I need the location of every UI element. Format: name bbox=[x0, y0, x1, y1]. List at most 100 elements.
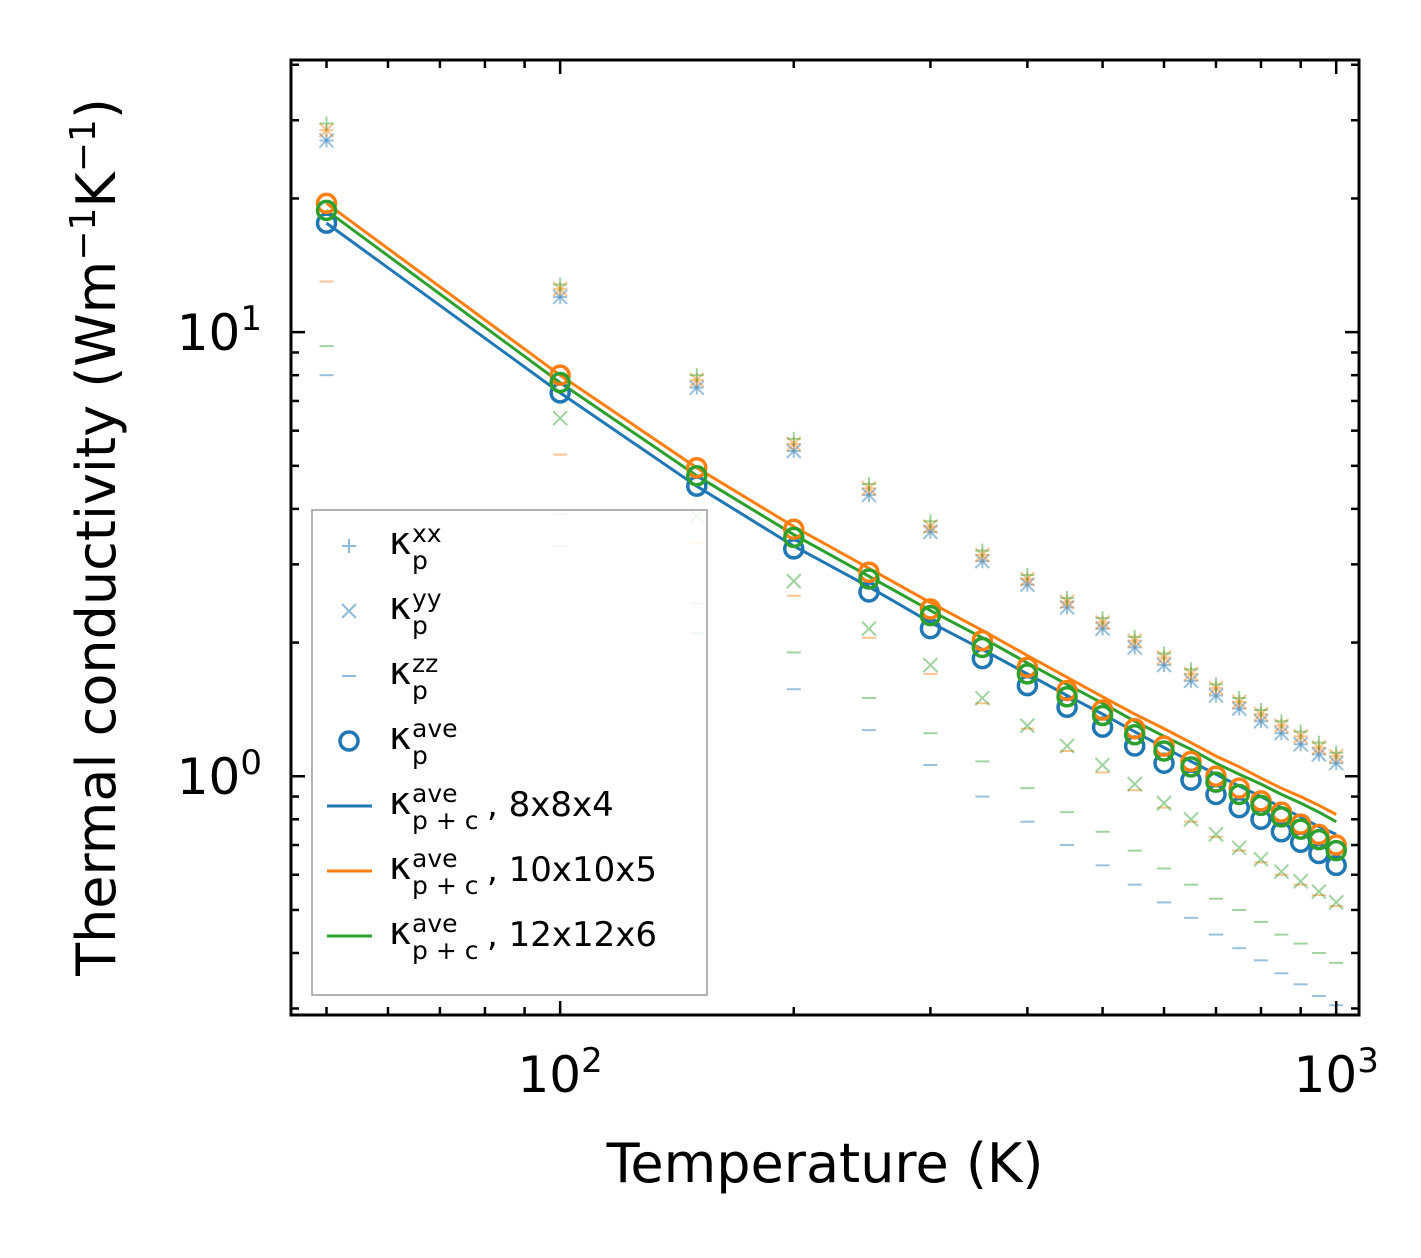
legend-cross-b bbox=[341, 603, 357, 619]
kappa-yy-marker bbox=[1273, 725, 1290, 741]
kappa-yy-marker-b bbox=[1208, 680, 1224, 696]
kappa-xx-marker bbox=[1095, 611, 1110, 626]
kappa-yy-marker-b bbox=[922, 657, 939, 673]
kappa-yy-marker bbox=[1126, 639, 1143, 656]
kappa-yy-marker-a bbox=[1059, 599, 1075, 616]
kappa-yy-marker bbox=[1311, 739, 1327, 756]
kappa-yy-marker bbox=[1019, 717, 1036, 734]
kappa-yy-marker bbox=[861, 480, 877, 497]
legend-superscript: zz bbox=[412, 649, 438, 678]
kappa-ave-marker-12x12x6 bbox=[1228, 783, 1250, 806]
kappa-xx-marker bbox=[1157, 650, 1172, 665]
kappa-yy-marker bbox=[1328, 894, 1344, 911]
legend-kappa-symbol: κ bbox=[389, 909, 411, 953]
kappa-yy-marker-b bbox=[1019, 717, 1036, 734]
kappa-ave-marker-8x8x4 bbox=[1325, 854, 1347, 877]
kappa-xx-marker bbox=[975, 547, 990, 562]
kappa-yy-marker-b bbox=[1273, 725, 1290, 741]
kappa-yy-marker-b bbox=[786, 573, 802, 589]
kappa-yy-marker-a bbox=[1126, 632, 1143, 649]
kappa-yy-marker bbox=[1311, 746, 1327, 763]
legend-kappa-symbol: κ bbox=[389, 649, 411, 693]
kappa-yy-marker bbox=[1231, 840, 1247, 856]
legend-subscript: p bbox=[412, 611, 428, 640]
kappa-yy-marker-b bbox=[1311, 739, 1327, 756]
kappa-xx-marker bbox=[1293, 729, 1308, 744]
kappa-ave-marker-12x12x6 bbox=[1056, 686, 1078, 708]
kappa-yy-marker bbox=[1292, 873, 1309, 890]
kappa-yy-marker bbox=[1208, 680, 1224, 696]
kappa-yy-marker-a bbox=[1183, 666, 1199, 682]
kappa-yy-marker bbox=[1126, 776, 1143, 792]
kappa-xx-marker bbox=[1127, 633, 1142, 648]
kappa-yy-marker bbox=[786, 443, 802, 459]
kappa-yy-marker-a bbox=[1019, 571, 1036, 587]
kappa-yy-marker bbox=[1059, 594, 1075, 610]
kappa-yy-marker bbox=[1253, 706, 1269, 722]
kappa-ave-marker-12x12x6 bbox=[1308, 828, 1330, 851]
kappa-xx-marker bbox=[1127, 629, 1142, 644]
kappa-yy-marker-a bbox=[922, 524, 939, 540]
kappa-ave-marker-10x10x5 bbox=[971, 629, 994, 652]
kappa-ave-marker-12x12x6 bbox=[1091, 704, 1114, 727]
kappa-yy-marker bbox=[552, 410, 568, 426]
kappa-ave-marker-12x12x6 bbox=[1250, 794, 1272, 817]
kappa-yy-marker-a bbox=[1328, 748, 1344, 764]
kappa-ave-marker-12x12x6 bbox=[1153, 740, 1175, 762]
kappa-yy-marker-a bbox=[1208, 680, 1224, 696]
kappa-yy-marker-b bbox=[1311, 746, 1327, 763]
kappa-yy-marker bbox=[1094, 620, 1111, 637]
kappa-yy-marker-a bbox=[1292, 873, 1309, 890]
kappa-xx-marker bbox=[1311, 747, 1326, 762]
kappa-xx-marker bbox=[1208, 688, 1223, 703]
kappa-yy-marker-b bbox=[861, 620, 877, 637]
kappa-yy-marker bbox=[1019, 571, 1036, 587]
kappa-xx-marker bbox=[1020, 567, 1035, 582]
kappa-xx-marker bbox=[689, 380, 704, 395]
kappa-yy-marker-a bbox=[1059, 738, 1075, 754]
kappa-yy-marker-a bbox=[1311, 739, 1327, 756]
kappa-yy-marker-a bbox=[1094, 614, 1111, 631]
kappa-yy-marker bbox=[1183, 666, 1199, 682]
kappa-xx-marker bbox=[1293, 737, 1308, 752]
kappa-xx-marker bbox=[1232, 701, 1247, 716]
y-label-exp2: −1 bbox=[63, 119, 104, 172]
plot-frame bbox=[289, 58, 1361, 1017]
kappa-yy-marker bbox=[1156, 649, 1172, 666]
kappa-yy-marker bbox=[974, 547, 991, 563]
kappa-xx-marker bbox=[1293, 724, 1308, 739]
legend-config-text: , 12x12x6 bbox=[487, 915, 657, 955]
kappa-yy-marker-a bbox=[1156, 795, 1172, 811]
kappa-xx-marker bbox=[1060, 600, 1075, 615]
kappa-yy-marker-b bbox=[861, 480, 877, 497]
kappa-xx-marker bbox=[1020, 577, 1035, 592]
kappa-yy-marker-a bbox=[1253, 713, 1269, 729]
kappa-yy-marker-b bbox=[1126, 639, 1143, 656]
kappa-yy-marker bbox=[922, 524, 939, 540]
legend-cross-marker bbox=[341, 603, 357, 619]
legend-subscript: p bbox=[412, 741, 428, 770]
legend-superscript: xx bbox=[412, 519, 442, 548]
kappa-xx-marker bbox=[786, 436, 801, 451]
kappa-yy-marker bbox=[1183, 811, 1199, 827]
kappa-yy-marker-b bbox=[1328, 755, 1344, 771]
kappa-yy-marker-b bbox=[1156, 795, 1172, 811]
kappa-yy-marker-b bbox=[786, 436, 802, 452]
kappa-xx-marker bbox=[1253, 714, 1268, 729]
kappa-yy-marker-a bbox=[786, 573, 802, 589]
kappa-ave-marker-12x12x6 bbox=[1270, 806, 1293, 828]
kappa-yy-marker bbox=[1253, 851, 1269, 868]
kappa-xx-marker bbox=[923, 514, 938, 529]
kappa-yy-marker-a bbox=[318, 122, 335, 138]
kappa-yy-marker-a bbox=[1253, 706, 1269, 722]
kappa-xx-marker bbox=[975, 554, 990, 569]
kappa-yy-marker bbox=[1292, 728, 1309, 745]
kappa-yy-marker bbox=[922, 657, 939, 673]
legend-subscript: p + c bbox=[412, 871, 478, 900]
kappa-xx-marker bbox=[1095, 615, 1110, 630]
kappa-yy-marker-b bbox=[1094, 620, 1111, 637]
kappa-xx-marker bbox=[1208, 677, 1223, 692]
kappa-yy-marker-a bbox=[974, 553, 991, 569]
kappa-yy-marker-a bbox=[689, 379, 705, 396]
kappa-yy-marker-a bbox=[552, 281, 568, 297]
